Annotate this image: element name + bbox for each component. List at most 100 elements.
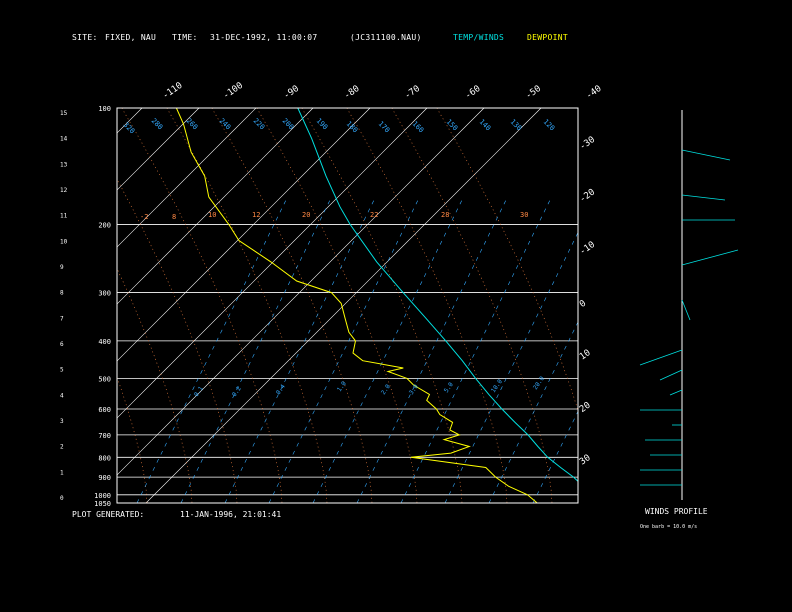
- dry-adiabat-line: [0, 108, 102, 503]
- theta-label: 280: [150, 117, 165, 132]
- isotherm-top-label: -80: [342, 84, 361, 102]
- mixing-ratio-line: [268, 197, 420, 503]
- mixing-ratio-label: 5.0: [443, 381, 455, 394]
- plot-generated-value: 11-JAN-1996, 21:01:41: [180, 510, 282, 519]
- mixing-ratio-label: 1.0: [336, 380, 348, 393]
- theta-label: 130: [509, 118, 524, 133]
- pressure-tick-label: 500: [98, 375, 111, 383]
- dry-adiabat-label: 10: [208, 211, 216, 219]
- mixing-ratio-line: [400, 197, 552, 503]
- pressure-tick-label: 1000: [94, 492, 111, 500]
- isotherm-top-label: -40: [584, 84, 603, 102]
- dry-adiabat-line: [256, 108, 418, 503]
- theta-label: 190: [315, 117, 330, 132]
- wind-barb: [681, 149, 731, 161]
- isotherm-line: [117, 108, 143, 134]
- isotherm-right-label: 20: [578, 401, 593, 415]
- pressure-tick-label: 400: [98, 338, 111, 346]
- mixing-ratio-label: 0.2: [231, 385, 243, 398]
- height-tick-label: 9: [60, 264, 64, 271]
- pressure-tick-label: 300: [98, 290, 111, 298]
- plot-area: [0, 108, 578, 503]
- pressure-tick-label: 600: [98, 406, 111, 414]
- height-tick-label: 14: [60, 136, 68, 143]
- dry-adiabat-line: [211, 108, 373, 503]
- theta-label: 240: [218, 117, 233, 132]
- dry-adiabat-line: [166, 108, 328, 503]
- dry-adiabat-label: -2: [140, 213, 148, 221]
- mixing-ratio-line: [312, 197, 464, 503]
- theta-label: 260: [185, 117, 200, 132]
- dry-adiabat-label: 20: [302, 211, 310, 219]
- winds-profile-title: WINDS PROFILE: [645, 507, 708, 516]
- legend-dewpoint: DEWPOINT: [527, 33, 568, 42]
- mixing-ratio-line: [224, 197, 376, 503]
- dry-adiabat-line: [0, 108, 57, 503]
- wind-barb: [681, 194, 726, 201]
- theta-label: 140: [478, 118, 493, 133]
- isotherm-top-label: -70: [403, 84, 422, 102]
- height-tick-label: 10: [60, 238, 68, 245]
- plot-frame: [116, 107, 579, 504]
- isotherm-right-label: 0: [578, 299, 588, 310]
- dry-adiabat-label: 22: [370, 211, 378, 219]
- theta-label: 160: [411, 120, 426, 135]
- pressure-tick-label: 1050: [94, 500, 111, 508]
- theta-label: 120: [542, 118, 557, 133]
- dry-adiabat-label: 28: [441, 211, 449, 219]
- theta-label: 170: [377, 120, 392, 135]
- isotherm-line: [117, 108, 200, 191]
- isotherm-line: [117, 108, 257, 248]
- isotherm-top-label: -90: [282, 84, 301, 102]
- time-value: 31-DEC-1992, 11:00:07: [210, 33, 318, 42]
- height-tick-label: 15: [60, 110, 68, 117]
- height-tick-label: 4: [60, 392, 64, 399]
- mixing-ratio-line: [488, 321, 578, 503]
- dry-adiabat-line: [121, 108, 283, 503]
- isotherm-right-label: -30: [578, 135, 597, 153]
- isotherm-line: [145, 108, 542, 503]
- height-tick-label: 11: [60, 213, 68, 220]
- wind-barb: [659, 369, 683, 381]
- mixing-ratio-line: [136, 197, 288, 503]
- isotherm-right-label: -20: [578, 187, 597, 205]
- dry-adiabat-line: [391, 108, 553, 503]
- isotherm-right-label: -10: [578, 240, 597, 258]
- wind-barb: [681, 249, 739, 266]
- height-tick-label: 3: [60, 418, 64, 425]
- height-tick-label: 7: [60, 315, 64, 322]
- isotherm-line: [117, 108, 371, 362]
- temperature-line: [297, 108, 578, 482]
- wind-barb: [681, 299, 691, 321]
- pressure-tick-label: 700: [98, 432, 111, 440]
- theta-label: 220: [252, 117, 267, 132]
- height-tick-label: 12: [60, 187, 68, 194]
- pressure-tick-label: 200: [98, 221, 111, 229]
- wind-barb: [669, 389, 683, 396]
- isotherm-line: [117, 108, 428, 419]
- theta-label: 180: [345, 120, 360, 135]
- dry-adiabat-line: [117, 376, 148, 503]
- height-tick-label: 13: [60, 161, 68, 168]
- dewpoint-line: [175, 108, 538, 503]
- isotherm-line: [0, 108, 28, 503]
- theta-label: 150: [445, 118, 460, 133]
- dry-adiabat-label: 30: [520, 211, 528, 219]
- mixing-ratio-line: [180, 197, 332, 503]
- isotherm-top-label: -110: [161, 81, 185, 102]
- pressure-tick-label: 900: [98, 474, 111, 482]
- dry-adiabat-label: 12: [252, 211, 260, 219]
- theta-label: 200: [281, 117, 296, 132]
- mixing-ratio-label: 20.0: [532, 375, 546, 391]
- height-tick-label: 2: [60, 444, 64, 451]
- height-tick-label: 6: [60, 341, 64, 348]
- mixing-ratio-label: 0.4: [275, 383, 287, 396]
- isotherm-top-label: -100: [221, 81, 245, 102]
- mixing-ratio-line: [356, 197, 508, 503]
- wind-barb: [639, 349, 683, 366]
- pressure-tick-label: 800: [98, 454, 111, 462]
- dry-adiabat-line: [346, 108, 508, 503]
- height-tick-label: 1: [60, 469, 64, 476]
- theta-label: 320: [122, 121, 137, 136]
- isotherm-line: [117, 108, 485, 476]
